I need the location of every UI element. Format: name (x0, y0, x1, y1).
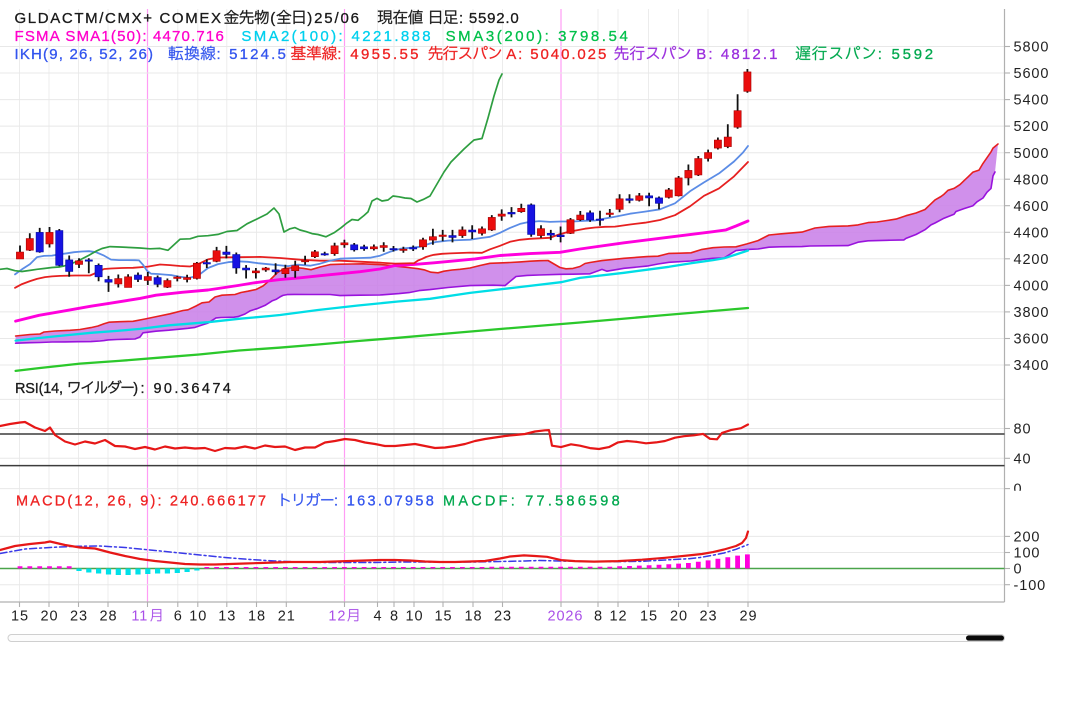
svg-text:SMA2(100): 4221.888: SMA2(100): 4221.888 (241, 28, 433, 45)
svg-text:3400: 3400 (1014, 358, 1050, 374)
svg-text:2026: 2026 (548, 609, 584, 625)
svg-text:15: 15 (11, 609, 29, 625)
svg-text:4: 4 (374, 609, 383, 625)
svg-text:4000: 4000 (1014, 279, 1050, 295)
svg-text:4800: 4800 (1014, 172, 1050, 188)
svg-text:12: 12 (610, 609, 628, 625)
svg-text:28: 28 (100, 609, 118, 625)
svg-text:-100: -100 (1014, 578, 1047, 594)
svg-text:): 90.36474: ): 90.36474 (133, 381, 233, 397)
svg-text:10: 10 (189, 609, 207, 625)
svg-text:4200: 4200 (1014, 252, 1050, 268)
svg-text:40: 40 (1014, 451, 1032, 467)
svg-text:3600: 3600 (1014, 332, 1050, 348)
svg-text:23: 23 (494, 609, 512, 625)
svg-text:(: ( (270, 10, 276, 27)
svg-text:11: 11 (131, 609, 148, 625)
svg-text:GLDACTM/CMX+ COMEX: GLDACTM/CMX+ COMEX (15, 10, 223, 27)
svg-text:MACD(12, 26, 9): 240.666177: MACD(12, 26, 9): 240.666177 (16, 494, 268, 510)
svg-text:: 4955.55: : 4955.55 (337, 46, 421, 63)
svg-text:MACDF: 77.586598: MACDF: 77.586598 (443, 494, 623, 510)
svg-text:5800: 5800 (1014, 40, 1050, 56)
svg-text:: 5592.0: : 5592.0 (459, 10, 520, 27)
svg-text:15: 15 (435, 609, 453, 625)
svg-text:29: 29 (740, 609, 758, 625)
svg-text:0: 0 (1014, 482, 1023, 498)
svg-text:10: 10 (406, 609, 424, 625)
svg-text:0: 0 (1014, 562, 1023, 578)
svg-text:6: 6 (174, 609, 183, 625)
svg-text:RSI(14,: RSI(14, (15, 381, 63, 397)
svg-text:)25/06: )25/06 (307, 10, 361, 27)
svg-text:21: 21 (278, 609, 296, 625)
svg-text:23: 23 (70, 609, 88, 625)
svg-text:: 163.07958: : 163.07958 (334, 494, 436, 510)
svg-text:5200: 5200 (1014, 119, 1050, 135)
svg-text:IKH(9, 26, 52, 26): IKH(9, 26, 52, 26) (15, 46, 155, 63)
svg-text:FSMA SMA1(50): 4470.716: FSMA SMA1(50): 4470.716 (15, 28, 225, 45)
svg-text:: 5592: : 5592 (878, 46, 936, 63)
svg-text:200: 200 (1014, 530, 1041, 546)
svg-text:8: 8 (390, 609, 399, 625)
svg-text:20: 20 (670, 609, 688, 625)
svg-text:100: 100 (1014, 546, 1041, 562)
svg-text:15: 15 (640, 609, 658, 625)
svg-text:4600: 4600 (1014, 199, 1050, 215)
svg-text:23: 23 (700, 609, 718, 625)
svg-text:B: 4812.1: B: 4812.1 (696, 46, 779, 63)
svg-text:5400: 5400 (1014, 93, 1050, 109)
svg-text:13: 13 (218, 609, 236, 625)
svg-text:3800: 3800 (1014, 305, 1050, 321)
svg-text:8: 8 (594, 609, 603, 625)
svg-text:80: 80 (1014, 422, 1032, 438)
svg-text:18: 18 (465, 609, 483, 625)
svg-text:12: 12 (328, 609, 346, 625)
svg-text:5600: 5600 (1014, 66, 1050, 82)
svg-text:20: 20 (41, 609, 59, 625)
svg-text:SMA3(200): 3798.54: SMA3(200): 3798.54 (446, 28, 631, 45)
svg-text:: 5124.5: : 5124.5 (217, 46, 289, 63)
svg-text:4400: 4400 (1014, 225, 1050, 241)
svg-text:18: 18 (248, 609, 266, 625)
svg-text:5000: 5000 (1014, 146, 1050, 162)
svg-text:A: 5040.025: A: 5040.025 (506, 46, 608, 63)
